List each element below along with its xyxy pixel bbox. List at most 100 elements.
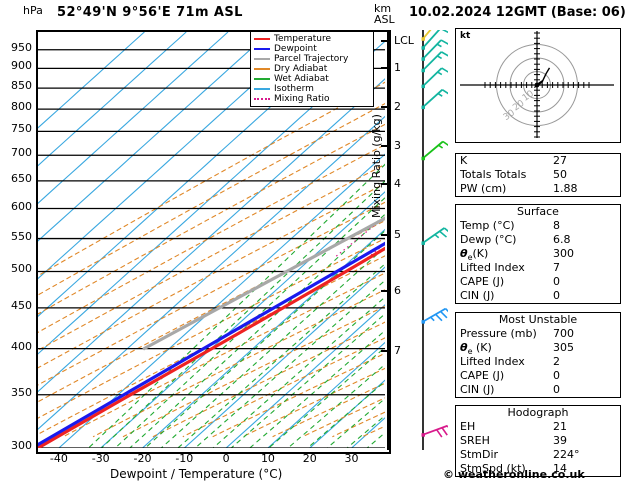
temperature-tick-label: 0 (222, 452, 230, 465)
table-row: CAPE (J) 0 (456, 369, 620, 383)
table-row: θe(K) 300 (456, 247, 620, 262)
legend-label: Dry Adiabat (274, 63, 328, 74)
legend-label: Temperature (274, 33, 332, 44)
temperature-tick-label: -40 (49, 452, 68, 465)
table-row-key: CAPE (J) (460, 369, 505, 382)
km-axis-line (387, 30, 389, 450)
hodograph-plot[interactable]: kt 10 20 30 (455, 28, 621, 143)
table-row-value: 1.88 (553, 182, 578, 195)
panel-heading: Hodograph (507, 406, 569, 419)
table-row-value: 6.8 (553, 233, 571, 246)
legend-item: Dry Adiabat (254, 64, 370, 74)
hodograph-stats-panel: Hodograph EH 21 SREH 39 StmDir 224° StmSpd (kt)… (455, 405, 621, 477)
pressure-unit-label: hPa (23, 4, 43, 17)
wind-barb (421, 89, 451, 110)
wind-barb-canvas (421, 18, 454, 450)
temperature-tick-label: -20 (133, 452, 152, 465)
wind-barb (421, 51, 450, 73)
km-tick-label: 2 (394, 100, 401, 114)
pressure-tick-label: 450 (11, 298, 32, 312)
table-row-key: SREH (460, 434, 490, 447)
table-row-value: 300 (553, 247, 574, 260)
km-tick-label: 6 (394, 283, 401, 297)
table-row: Pressure (mb) 700 (456, 327, 620, 341)
table-row-value: 0 (553, 289, 560, 302)
table-row: Dewp (°C) 6.8 (456, 233, 620, 247)
legend-color-swatch (254, 48, 270, 50)
legend-label: Parcel Trajectory (274, 53, 349, 64)
pressure-tick-label: 700 (11, 146, 32, 160)
table-row-key: StmSpd (kt) (460, 462, 526, 475)
legend-item: Parcel Trajectory (254, 54, 370, 64)
km-tick (381, 106, 388, 109)
pressure-tick-label: 850 (11, 79, 32, 93)
pressure-tick-label: 900 (11, 59, 32, 73)
legend-color-swatch (254, 98, 270, 100)
wind-barb (421, 227, 452, 245)
table-row-value: 0 (553, 275, 560, 288)
km-tick-label: LCL (394, 34, 414, 48)
table-row-value: 27 (553, 154, 567, 167)
temperature-tick-label: -10 (175, 452, 194, 465)
km-tick (381, 67, 388, 70)
legend-color-swatch (254, 38, 270, 40)
table-row: StmSpd (kt) 14 (456, 462, 620, 476)
km-tick (381, 144, 388, 147)
table-row-key: Lifted Index (460, 355, 525, 368)
table-row-key: StmDir (460, 448, 499, 461)
table-row-value: 8 (553, 219, 560, 232)
skewt-canvas (38, 32, 385, 448)
pressure-tick-label: 600 (11, 199, 32, 213)
wind-barb (421, 39, 450, 61)
km-tick (381, 234, 388, 237)
svg-text:10: 10 (521, 89, 536, 104)
table-row: StmDir 224° (456, 448, 620, 462)
km-tick-label: 3 (394, 138, 401, 152)
forecast-datetime: 10.02.2024 12GMT (Base: 06) (409, 5, 626, 20)
temperature-tick-label: 30 (344, 452, 359, 465)
legend-label: Wet Adiabat (274, 73, 329, 84)
pressure-tick-label: 750 (11, 122, 32, 136)
table-row-key: PW (cm) (460, 182, 507, 195)
legend-color-swatch (254, 88, 270, 90)
surface-panel: Surface Temp (°C) 8 Dewp (°C) 6.8 θe(K) 300 Lif… (455, 204, 621, 304)
table-row: Lifted Index 2 (456, 355, 620, 369)
table-row-key: CAPE (J) (460, 275, 505, 288)
legend-item: Wet Adiabat (254, 74, 370, 84)
x-axis-title: Dewpoint / Temperature (°C) (110, 467, 283, 481)
table-row-value: 2 (553, 355, 560, 368)
wind-barb (421, 140, 451, 161)
legend-item: Mixing Ratio (254, 94, 370, 104)
table-row-value: 14 (553, 462, 567, 475)
table-row-key: Pressure (mb) (460, 327, 537, 340)
legend-label: Dewpoint (274, 43, 317, 54)
legend-color-swatch (254, 68, 270, 70)
table-row-value: 305 (553, 341, 574, 354)
km-tick-label: 1 (394, 61, 401, 75)
wind-barb (421, 27, 449, 50)
table-row: Lifted Index 7 (456, 261, 620, 275)
table-row-value: 700 (553, 327, 574, 340)
table-row-value: 0 (553, 369, 560, 382)
km-axis-unit-label: km ASL (374, 3, 395, 25)
km-tick-label: 5 (394, 228, 401, 242)
table-row-key: Totals Totals (460, 168, 527, 181)
table-row-value: 0 (553, 383, 560, 396)
table-row-key: CIN (J) (460, 383, 495, 396)
km-tick (381, 289, 388, 292)
table-row-key: θe (K) (460, 341, 492, 357)
pressure-tick-label: 550 (11, 229, 32, 243)
table-row: CIN (J) 0 (456, 383, 620, 397)
wind-barb (421, 424, 454, 438)
temperature-tick-label: -30 (91, 452, 110, 465)
table-row-value: 21 (553, 420, 567, 433)
table-row: CIN (J) 0 (456, 289, 620, 303)
table-row-key: Lifted Index (460, 261, 525, 274)
panel-heading: Surface (517, 205, 559, 218)
panel-heading: Most Unstable (498, 313, 578, 326)
hodograph-unit-label: kt (460, 31, 471, 41)
pressure-tick-label: 400 (11, 339, 32, 353)
legend-item: Isotherm (254, 84, 370, 94)
pressure-tick-label: 500 (11, 262, 32, 276)
